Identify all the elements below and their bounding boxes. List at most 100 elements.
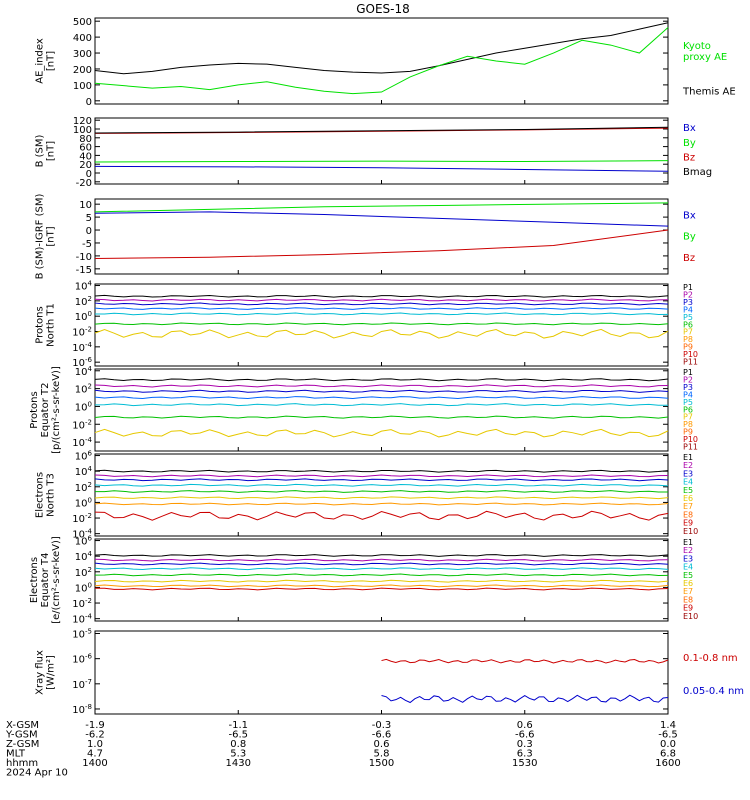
legend-label: P3 [683,383,693,392]
series-line [94,496,669,500]
panel-7: 106 104 102 100 10-2 10-4 Electrons Equator T4[… [29,535,698,626]
series-line [94,415,669,419]
y-axis-label: Xray flux [35,650,46,695]
legend-label: E1 [683,453,693,462]
legend-label: E4 [683,478,693,487]
y-axis-label: Equator T2 [40,383,51,438]
series-line [94,298,669,302]
x-axis-value: -6.2 [85,730,105,741]
x-axis-row-label: X-GSM [6,720,39,731]
series-line [94,502,669,506]
legend-label: By [683,232,696,243]
series-line [94,384,669,388]
series-line [94,328,669,339]
x-axis-value: 0.3 [517,739,533,750]
y-tick-label: 0 [86,169,92,180]
y-tick-label: 20 [79,160,92,171]
y-tick-label: 104 [75,365,93,378]
y-tick-label: 100 [75,496,92,509]
x-axis-value: 1530 [512,758,537,769]
y-tick-label: 104 [75,465,93,478]
x-axis-value: 1400 [82,758,107,769]
x-axis-value: 0.8 [230,739,246,750]
legend-label: E6 [683,579,693,588]
y-tick-label: 100 [75,310,92,323]
x-axis-value: 0.6 [374,739,390,750]
y-tick-label: 10-2 [72,512,92,525]
x-axis-value: 6.8 [660,749,676,760]
y-tick-label: 10-6 [72,653,92,666]
legend-label: Bz [683,153,695,164]
y-tick-label: -20 [76,178,92,189]
y-tick-label: 0 [86,226,92,237]
legend-label: E1 [683,538,693,547]
x-axis-value: 1500 [369,758,394,769]
x-axis-row-label: hhmm [6,758,38,769]
legend-label: E8 [683,510,693,519]
y-tick-label: 10-4 [72,528,92,541]
series-line [94,558,669,562]
legend-label: P9 [683,428,693,437]
legend-label: Bz [683,253,695,264]
y-axis-label: [e/(cm²-s-sr-keV)] [51,536,62,624]
x-axis-value: 1.4 [660,720,676,731]
legend-label: E9 [683,604,693,613]
y-tick-label: 100 [75,581,92,594]
panel-frame [94,117,669,185]
y-tick-label: 10-2 [72,418,92,431]
legend-label: Themis AE [682,86,736,97]
y-axis-label: Equator T4 [40,553,51,608]
x-axis-row-label: Z-GSM [6,739,39,750]
y-tick-label: 300 [73,49,92,60]
legend-label: P2 [683,290,693,299]
panel-8: 10-5 10-6 10-7 10-8 Xray flux [W/m²] 0.1-0.8 n… [35,628,745,716]
legend-label: E7 [683,502,693,511]
panel-frame [94,17,669,105]
x-axis-value: -6.5 [658,730,678,741]
x-axis-value: 1430 [226,758,251,769]
y-tick-label: -15 [76,265,92,276]
legend-label: P11 [683,358,698,367]
series-line [94,567,669,571]
y-tick-label: -5 [82,239,92,250]
legend-label: E5 [683,571,693,580]
series-line [94,389,669,393]
legend-label: E5 [683,486,693,495]
y-axis-label: Protons [29,391,40,428]
y-axis-label: Protons [35,306,46,343]
y-tick-label: 100 [73,125,92,136]
y-axis-label: North T1 [46,303,57,347]
series-line [94,483,669,487]
legend-label: E2 [683,546,693,555]
legend-label: E3 [683,554,693,563]
chart-title: GOES-18 [356,2,410,16]
legend-label: P9 [683,343,693,352]
series-line [94,403,669,407]
legend-label: By [683,138,696,149]
series-line [94,573,669,577]
legend-label: P1 [683,283,693,292]
x-axis-value: -6.5 [228,730,248,741]
legend-label: P7 [683,413,693,422]
y-tick-label: 106 [75,535,93,548]
y-axis-label: AE_index [35,38,46,84]
legend-label: P11 [683,443,698,452]
series-line [94,27,669,95]
series-line [94,202,669,213]
y-axis-label: [nT] [46,226,57,246]
legend-label: E9 [683,519,693,528]
x-axis-value: 4.7 [87,749,103,760]
x-axis-value: 1600 [655,758,680,769]
series-line [94,490,669,493]
y-tick-label: 106 [75,450,93,463]
x-axis-value: -0.3 [372,720,392,731]
y-tick-label: 40 [79,151,92,162]
y-axis-label: North T3 [46,473,57,517]
legend-label: Bx [683,123,696,134]
y-tick-label: 10-8 [72,703,92,716]
legend-label: P5 [683,398,693,407]
x-axis-value: 6.3 [517,749,533,760]
y-tick-label: 10-4 [72,436,92,449]
